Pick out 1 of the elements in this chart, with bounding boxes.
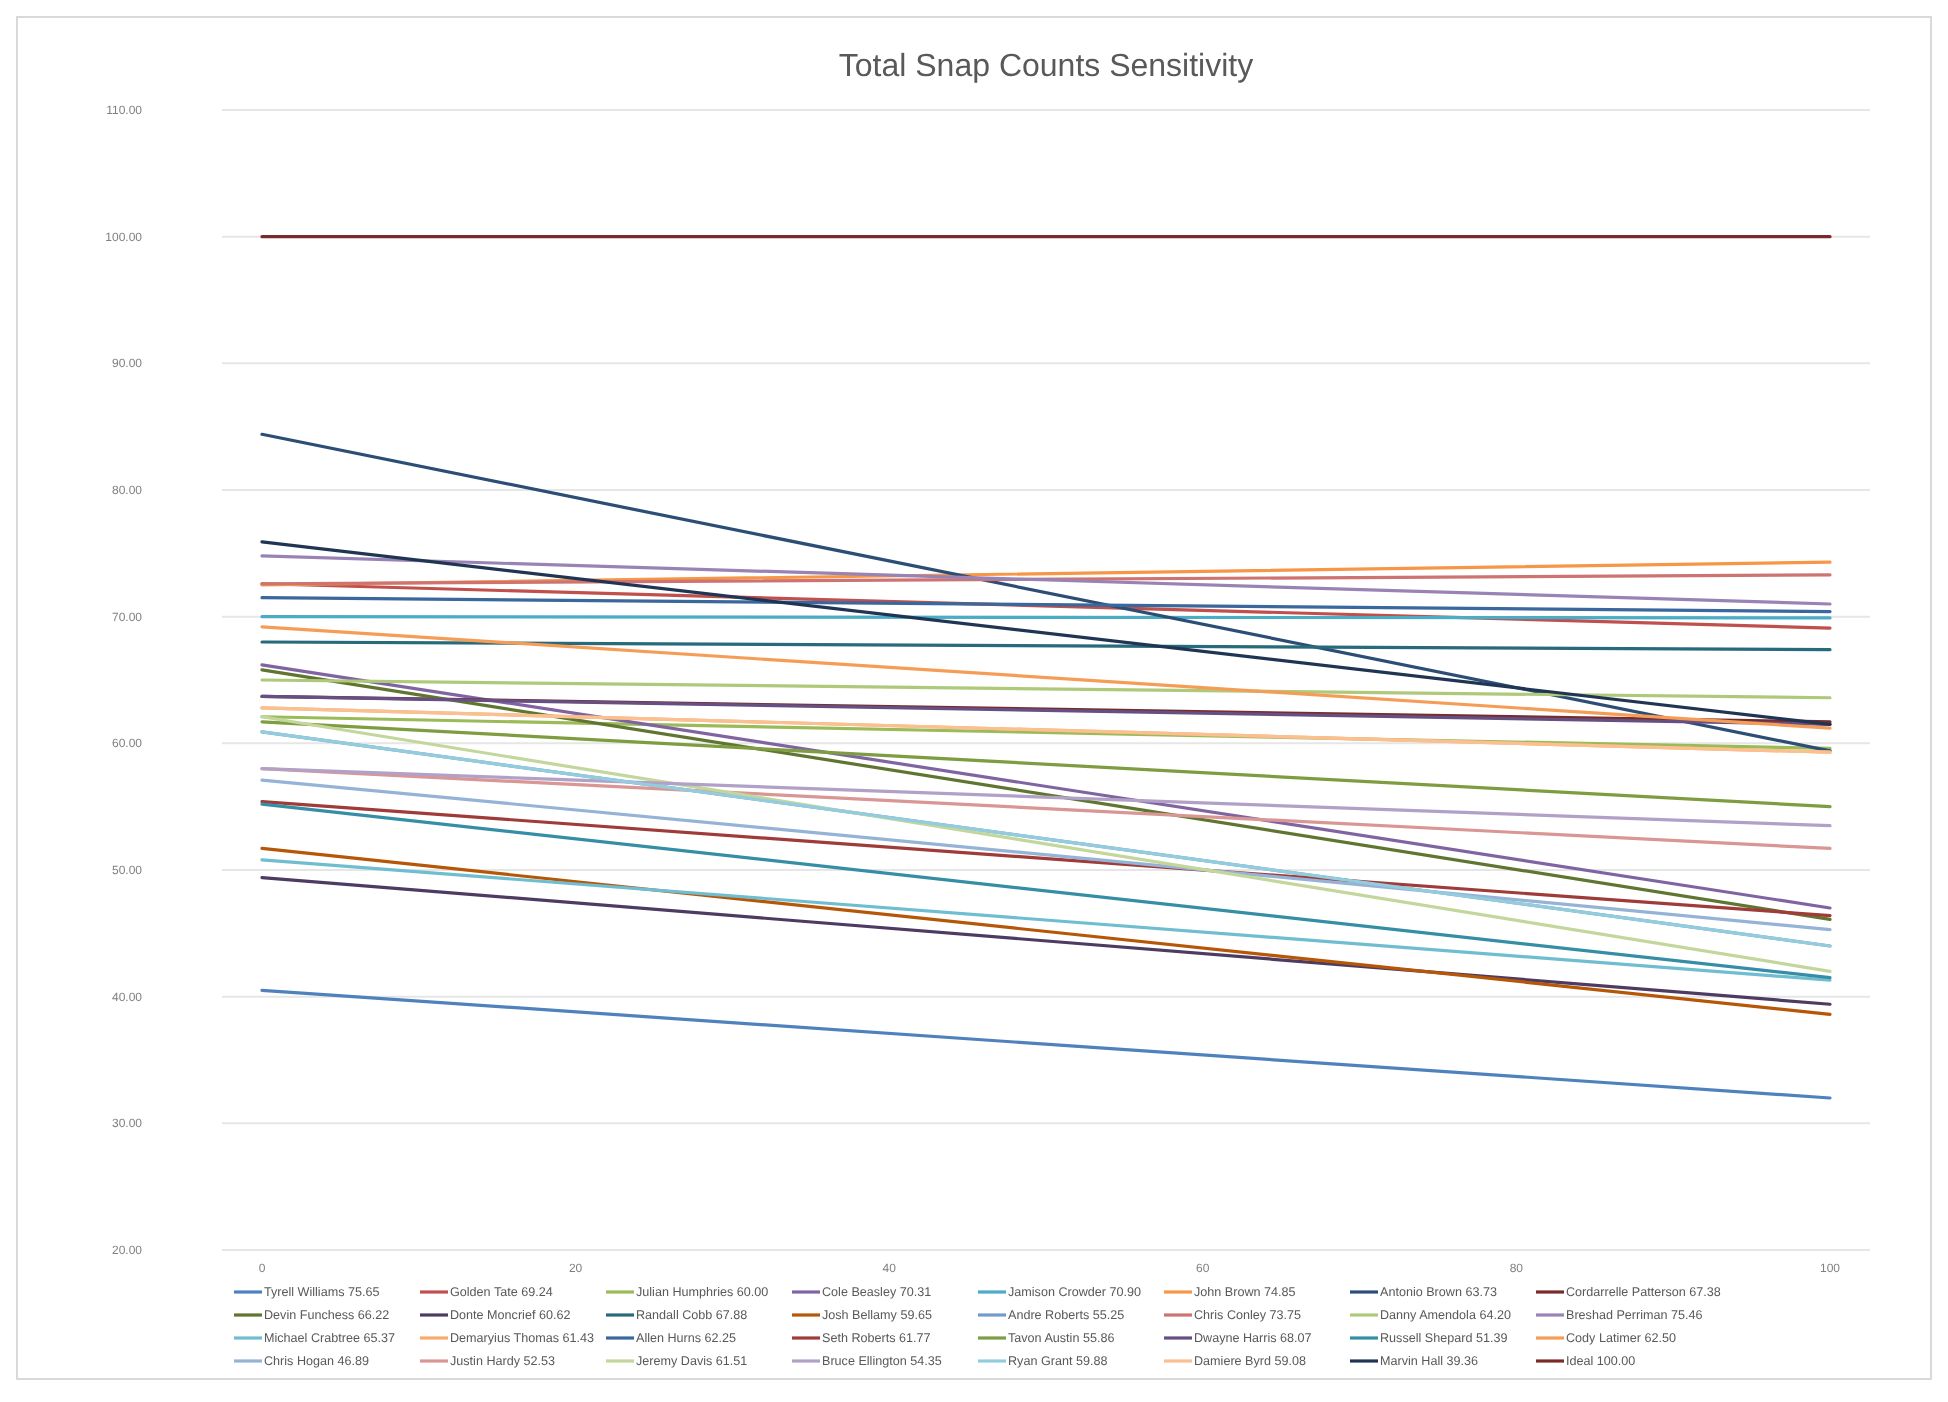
chart-title: Total Snap Counts Sensitivity	[838, 50, 1254, 84]
